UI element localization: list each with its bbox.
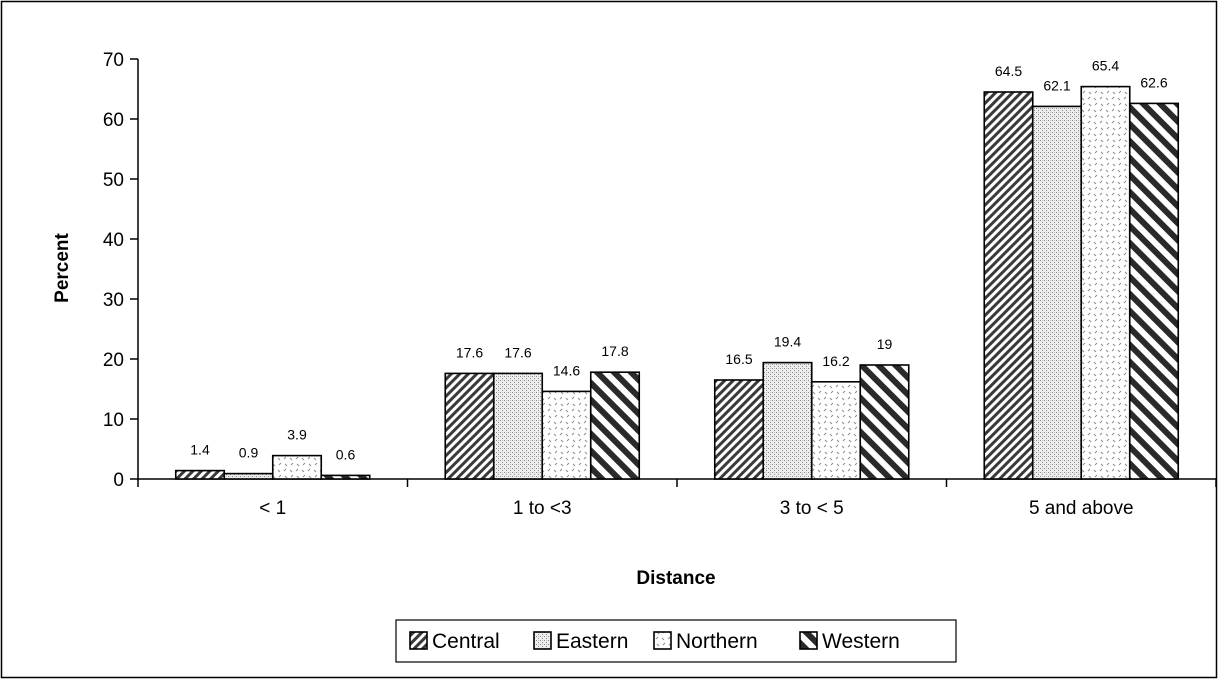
legend-label-eastern: Eastern [556, 630, 628, 653]
y-tick-label: 70 [103, 50, 124, 71]
bar-central [444, 372, 495, 480]
x-axis-title: Distance [636, 568, 715, 589]
data-labels: 1.4 17.6 16.5 64.5 0.9 17.6 19.4 62.1 3.9 14.6 16.… [190, 58, 1168, 463]
data-label: 0.6 [336, 446, 356, 462]
y-tick-label: 60 [103, 110, 124, 131]
data-label: 17.8 [601, 343, 628, 359]
bar-central [983, 91, 1034, 480]
bar-northern [271, 454, 323, 480]
bar-eastern [492, 372, 544, 480]
x-tick-label: 1 to <3 [513, 498, 572, 519]
bar-western [859, 364, 910, 480]
bar-western [1128, 102, 1180, 480]
legend-swatch-western [799, 631, 818, 650]
legend: Central Eastern Northern Western [395, 619, 957, 663]
y-tick-label: 20 [103, 350, 124, 371]
data-label: 16.2 [822, 353, 849, 369]
data-label: 17.6 [456, 344, 483, 360]
bar-eastern [762, 361, 813, 480]
y-axis-title: Percent [52, 232, 73, 302]
y-tick-label: 30 [103, 290, 124, 311]
data-label: 19 [877, 336, 893, 352]
data-label: 65.4 [1092, 58, 1119, 74]
x-tick-label: 5 and above [1029, 498, 1134, 519]
bar-central [174, 469, 226, 480]
data-label: 0.9 [239, 445, 259, 461]
y-tick-label: 50 [103, 170, 124, 191]
bar-central [713, 379, 765, 480]
legend-label-western: Western [822, 630, 900, 653]
bar-eastern [1031, 105, 1083, 480]
x-tick-label: 3 to < 5 [780, 498, 844, 519]
y-tick-label: 0 [113, 470, 124, 491]
x-tick-label: < 1 [259, 498, 286, 519]
data-label: 19.4 [774, 334, 801, 350]
data-label: 64.5 [995, 63, 1022, 79]
data-label: 14.6 [553, 362, 580, 378]
bar-eastern [223, 472, 274, 480]
bar-northern [1080, 85, 1131, 480]
legend-label-northern: Northern [676, 630, 758, 653]
legend-box [395, 619, 957, 663]
legend-swatch-central [409, 631, 428, 650]
data-label: 62.6 [1140, 74, 1167, 90]
legend-label-central: Central [432, 630, 500, 653]
data-label: 17.6 [504, 344, 531, 360]
bar-northern [541, 390, 592, 480]
bar-western [320, 474, 371, 480]
bar-western [589, 371, 641, 480]
bars [174, 85, 1180, 480]
data-label: 62.1 [1043, 77, 1070, 93]
y-tick-label: 10 [103, 410, 124, 431]
legend-swatch-eastern [533, 631, 552, 650]
data-label: 1.4 [190, 442, 210, 458]
y-tick-label: 40 [103, 230, 124, 251]
data-label: 3.9 [287, 427, 307, 443]
data-label: 16.5 [725, 351, 752, 367]
bar-northern [810, 380, 862, 480]
legend-swatch-northern [653, 631, 672, 650]
